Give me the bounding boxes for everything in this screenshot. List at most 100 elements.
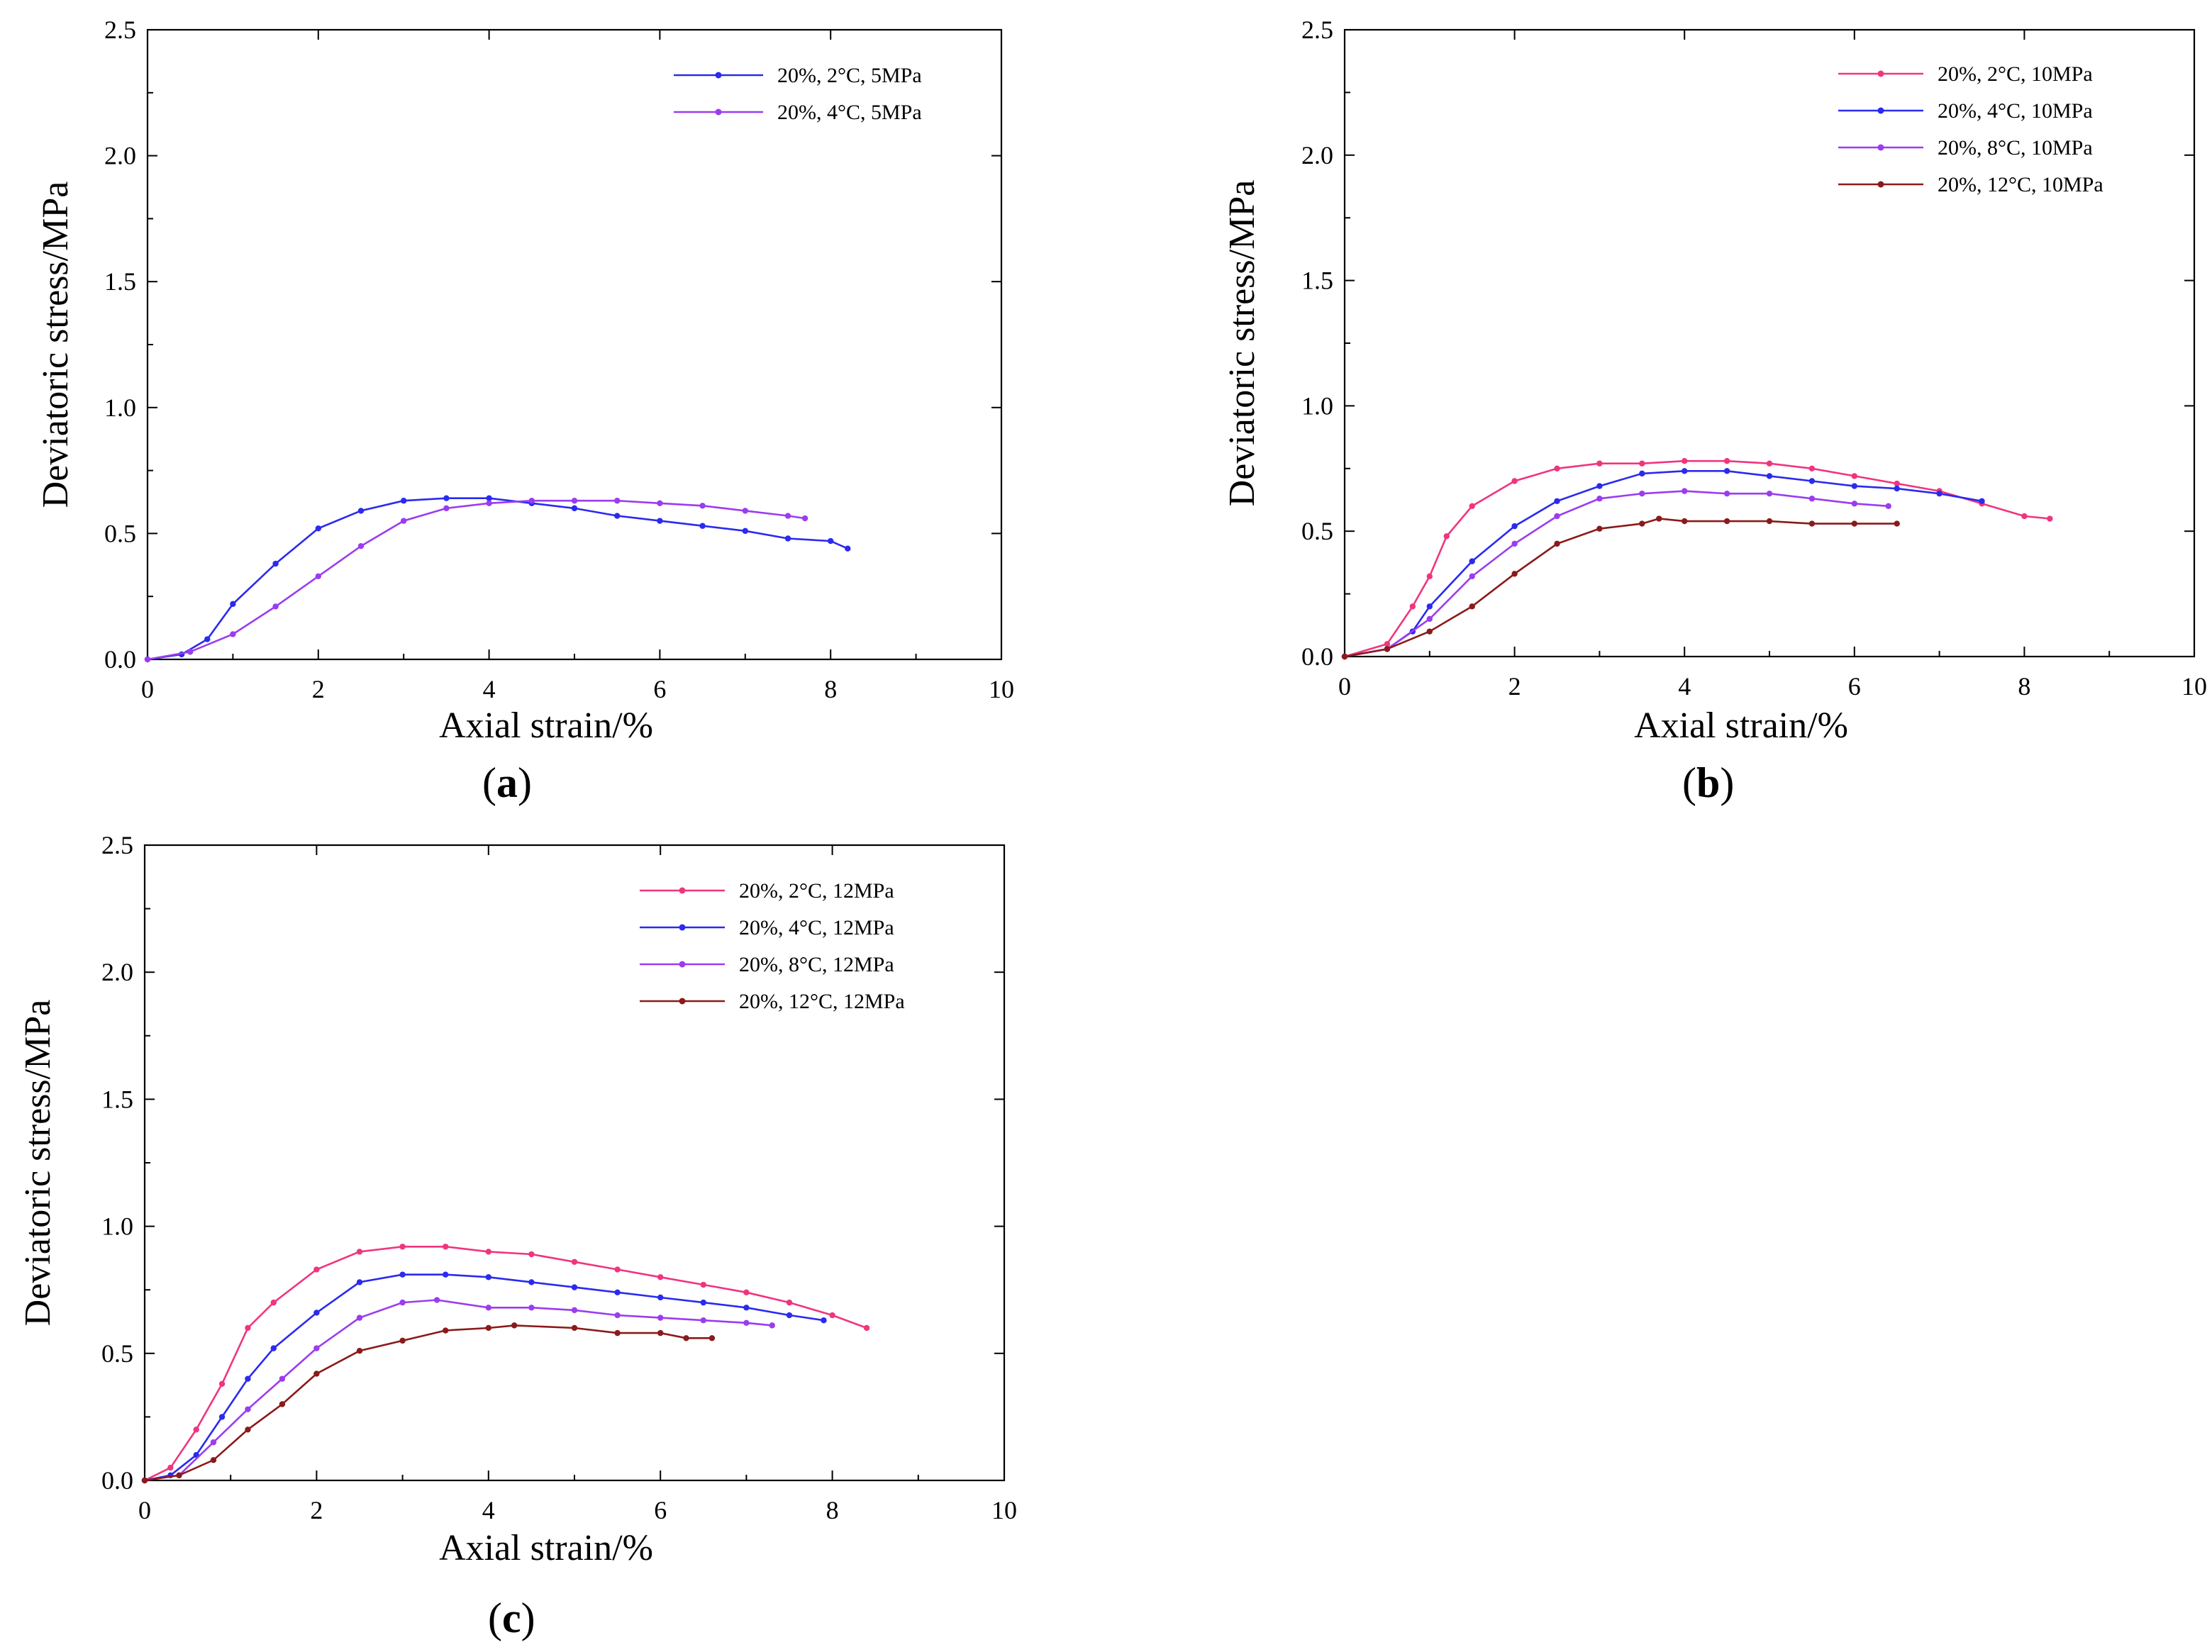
data-point [1723,457,1730,464]
data-point [1894,485,1900,492]
x-tick-label: 0 [141,675,154,703]
data-point [313,1310,320,1316]
legend-marker [679,924,686,931]
data-point [1511,523,1518,530]
data-point [769,1322,775,1329]
data-point [433,1297,440,1303]
data-point [614,498,621,504]
data-point [1766,518,1773,525]
data-point [356,1249,363,1255]
data-point [571,1307,578,1314]
data-point [821,1317,827,1324]
data-point [486,495,492,501]
data-point [313,1371,320,1377]
data-point [863,1324,870,1332]
legend-label: 20%, 4°C, 10MPa [1938,99,2093,123]
data-point [528,1251,535,1258]
data-point [315,525,321,532]
data-point [167,1464,174,1471]
data-point [528,1279,535,1285]
data-point [315,573,321,579]
x-tick-label: 2 [312,675,325,703]
chart-panel-b: 0 2 4 6 8 10 0.0 0.5 1.0 1.5 2.0 2.5 Axial strain/% D… [1222,16,2207,746]
series-line [1344,459,2050,658]
legend-marker [679,998,686,1005]
data-point [1639,520,1645,527]
data-point [245,1406,251,1412]
data-point [485,1274,491,1280]
data-point [1384,641,1391,647]
data-point [1682,488,1688,494]
data-point [1808,496,1816,502]
legend-label: 20%, 4°C, 12MPa [739,916,894,939]
data-point [399,1271,406,1278]
data-point [356,1315,363,1321]
data-point [279,1401,286,1407]
panel-label-a: (a) [482,759,532,806]
data-point [218,1380,226,1388]
x-tick-label: 8 [2018,672,2030,701]
data-point [1885,503,1891,510]
legend-marker [1877,144,1884,151]
x-tick-label: 8 [824,675,837,703]
data-point [1851,501,1857,507]
data-point [1936,490,1943,497]
y-tick-label: 2.5 [104,16,136,44]
x-tick-label: 6 [654,1496,667,1524]
data-point [1384,646,1391,652]
data-point [708,1335,716,1341]
data-point [279,1375,286,1382]
data-point [657,1274,664,1280]
data-point [356,1348,363,1354]
legend-marker [715,72,722,79]
x-tick-label: 0 [1338,672,1351,701]
series-line [1344,469,1982,658]
series-2 [141,1297,775,1484]
legend-marker [679,961,686,968]
series-line [147,499,806,661]
legend-label: 20%, 2°C, 10MPa [1938,62,2093,86]
data-point [1682,457,1688,464]
data-point [1511,571,1518,577]
data-point [683,1335,689,1341]
data-point [1766,460,1773,467]
data-point [357,542,365,549]
legend-marker [1877,107,1884,114]
data-point [1851,520,1857,527]
series-line [144,1324,712,1482]
data-point [571,1324,578,1332]
data-point [511,1322,518,1329]
data-point [401,518,407,524]
data-point [743,1319,750,1326]
x-tick-label: 0 [138,1496,151,1524]
legend-marker [715,108,722,116]
series-line [147,497,848,661]
data-point [210,1439,217,1446]
data-point [1682,468,1688,474]
data-point [1639,490,1645,497]
data-point [1426,573,1433,580]
data-point [801,515,808,522]
data-point [356,1279,363,1285]
y-tick-label: 2.0 [104,142,136,170]
data-point [1979,498,1985,504]
data-point [1639,460,1645,467]
y-tick-label: 0.5 [1301,517,1333,545]
data-point [614,513,621,519]
data-point [2021,513,2028,520]
data-point [443,1327,449,1334]
data-point [571,505,578,512]
data-point [1426,628,1433,635]
legend-label: 20%, 12°C, 10MPa [1938,173,2103,196]
legend-label: 20%, 8°C, 10MPa [1938,136,2093,160]
data-point [1639,470,1645,477]
y-tick-label: 2.0 [1301,141,1333,169]
y-tick-label: 1.5 [101,1085,133,1113]
data-point [399,1244,406,1250]
data-point [1894,520,1900,527]
data-point [786,1299,793,1306]
data-point [786,1312,793,1319]
legend-marker [1877,181,1884,188]
legend-label: 20%, 12°C, 12MPa [739,990,905,1013]
x-axis-title: Axial strain/% [439,1528,653,1568]
